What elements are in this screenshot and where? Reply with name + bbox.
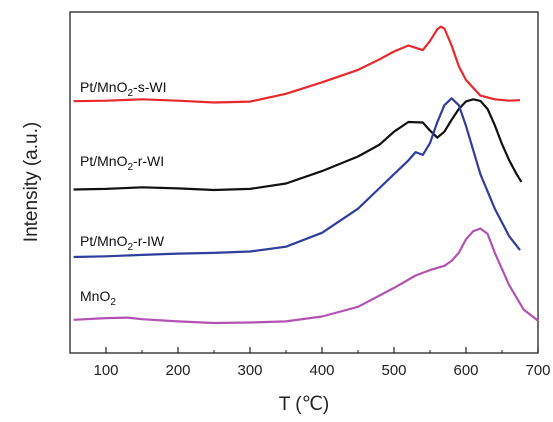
x-tick-label: 600: [453, 362, 478, 379]
x-tick-label: 500: [381, 362, 406, 379]
series-label-2: Pt/MnO2-r-WI: [80, 153, 164, 173]
series-line-2: [73, 98, 523, 192]
x-tick-label: 100: [93, 362, 118, 379]
series-labels: Pt/MnO2-s-WI Pt/MnO2-r-WI Pt/MnO2-r-IW MnO2: [80, 79, 166, 308]
series-label-3: Pt/MnO2-r-IW: [80, 233, 165, 253]
series-lines: [73, 25, 539, 325]
plot-frame: [69, 11, 539, 354]
y-axis-title: Intensity (a.u.): [21, 122, 42, 242]
series-line-3: [73, 97, 521, 259]
x-axis-ticks: 100 200 300 400 500 600 700: [69, 347, 551, 379]
series-line-4: [73, 227, 539, 325]
x-tick-label: 300: [237, 362, 262, 379]
x-axis-title: T (℃): [279, 394, 330, 415]
series-label-1: Pt/MnO2-s-WI: [80, 79, 166, 99]
x-tick-label: 400: [309, 362, 334, 379]
series-line-1: [73, 25, 521, 104]
x-tick-label: 200: [165, 362, 190, 379]
x-tick-label: 700: [525, 362, 550, 379]
series-label-4: MnO2: [80, 288, 116, 308]
